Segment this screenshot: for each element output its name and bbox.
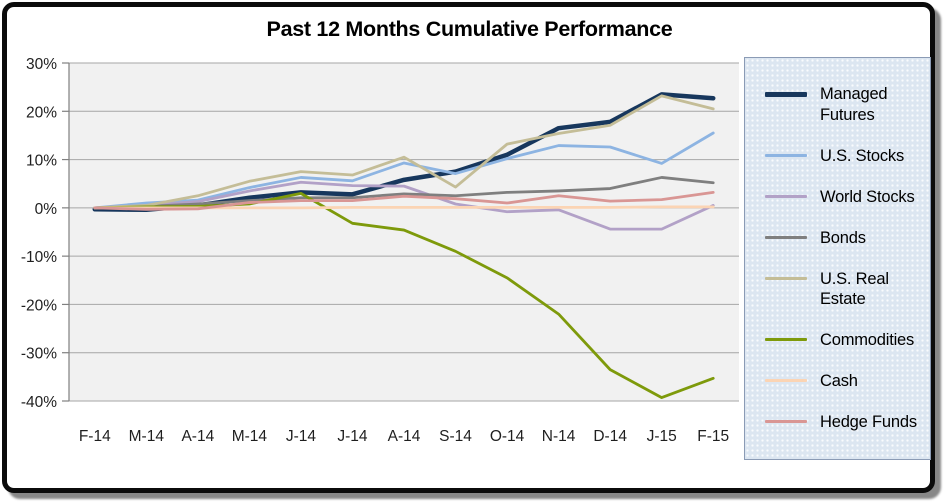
legend-swatch <box>765 235 807 239</box>
legend-item: Cash <box>765 371 928 392</box>
y-axis-label: 0% <box>35 201 58 218</box>
series-line-world-stocks <box>93 180 715 231</box>
series-line-bonds <box>93 176 715 210</box>
x-axis-label: F-15 <box>697 428 729 445</box>
legend-label: Bonds <box>820 228 866 247</box>
series-line-u-s-real-estate <box>93 94 715 210</box>
legend-label: U.S. Stocks <box>820 146 904 165</box>
x-axis-label: M-14 <box>129 428 165 445</box>
x-axis-label: O-14 <box>490 428 525 445</box>
legend-item: Commodities <box>765 330 928 351</box>
legend-swatch <box>765 379 807 383</box>
legend-label: Cash <box>820 372 858 391</box>
x-axis-label: S-14 <box>439 428 472 445</box>
legend: Managed Futures U.S. Stocks World Stocks Bo… <box>744 57 931 460</box>
legend-item: U.S. Real Estate <box>765 269 928 310</box>
y-axis-label: -20% <box>21 297 57 314</box>
x-axis-label: M-14 <box>232 428 268 445</box>
legend-swatch <box>765 153 807 157</box>
x-axis-label: A-14 <box>388 428 421 445</box>
series-line-u-s-stocks <box>93 131 715 210</box>
legend-swatch <box>765 338 807 342</box>
legend-item: Managed Futures <box>765 84 928 125</box>
legend-item: Hedge Funds <box>765 412 928 433</box>
x-axis-label: A-14 <box>181 428 214 445</box>
chart-title: Past 12 Months Cumulative Performance <box>266 17 673 41</box>
legend-label: U.S. Real Estate <box>820 269 889 309</box>
legend-label: Hedge Funds <box>820 413 917 431</box>
y-axis-label: -40% <box>21 394 57 411</box>
y-axis-label: 30% <box>26 56 57 73</box>
x-axis-label: N-14 <box>542 428 576 445</box>
x-axis-label: D-14 <box>593 428 627 445</box>
y-axis-label: -10% <box>21 249 57 266</box>
legend-label: Managed Futures <box>820 85 888 124</box>
plot-area <box>69 63 739 401</box>
legend-swatch <box>765 92 807 97</box>
y-axis-label: -30% <box>21 346 57 363</box>
x-axis-label: F-14 <box>79 428 111 445</box>
legend-label: World Stocks <box>820 187 915 206</box>
legend-item: World Stocks <box>765 187 928 208</box>
x-axis-label: J-14 <box>337 428 368 445</box>
series-line-commodities <box>93 191 715 400</box>
x-axis-label: J-14 <box>286 428 317 445</box>
legend-swatch <box>765 194 807 198</box>
legend-item: Bonds <box>765 228 928 249</box>
performance-line-chart: 30% 20% 10% 0% -10% -20% -30% -40% F-14 M-14 A-14 M… <box>21 56 739 445</box>
series-line-hedge-funds <box>93 191 715 211</box>
y-axis-label: 10% <box>26 153 57 170</box>
legend-label: Commodities <box>820 331 915 350</box>
y-axis-label: 20% <box>26 104 57 121</box>
legend-swatch <box>765 276 807 280</box>
legend-item: U.S. Stocks <box>765 146 928 167</box>
x-axis-label: J-15 <box>647 428 677 445</box>
chart-card: Past 12 Months Cumulative Performance 30… <box>2 2 935 493</box>
legend-swatch <box>765 420 807 423</box>
